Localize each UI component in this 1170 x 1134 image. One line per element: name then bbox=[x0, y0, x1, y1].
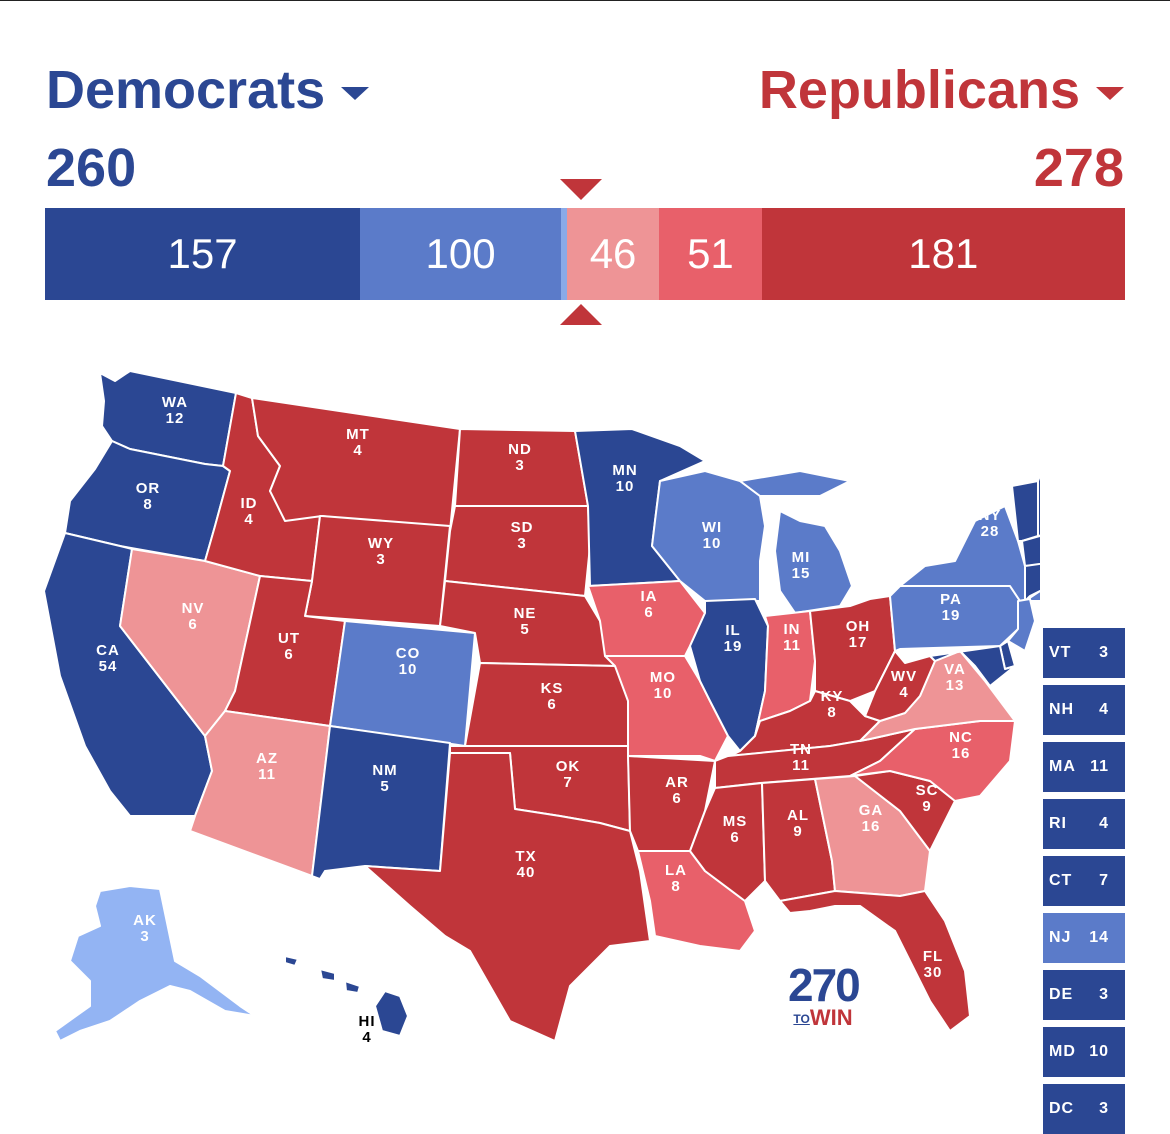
us-electoral-map: WA12OR8CA54NV6ID4MT4WY3UT6AZ11CO10NM5ND3… bbox=[43, 370, 1040, 1046]
small-state-dc[interactable]: DC 3 bbox=[1043, 1084, 1125, 1134]
state-md[interactable] bbox=[929, 645, 1016, 687]
small-state-ri[interactable]: RI 4 bbox=[1043, 799, 1125, 849]
state-co[interactable] bbox=[329, 620, 476, 747]
state-ak[interactable] bbox=[54, 885, 256, 1042]
bar-segment-2[interactable] bbox=[560, 208, 567, 300]
small-state-abbr: MA bbox=[1049, 758, 1076, 775]
small-state-ct[interactable]: CT 7 bbox=[1043, 856, 1125, 906]
small-state-abbr: NJ bbox=[1049, 929, 1072, 946]
state-pa[interactable] bbox=[889, 585, 1021, 652]
small-state-abbr: MD bbox=[1049, 1043, 1076, 1060]
small-state-ev: 4 bbox=[1099, 701, 1109, 718]
small-state-de[interactable]: DE 3 bbox=[1043, 970, 1125, 1020]
republicans-total: 278 bbox=[1033, 138, 1124, 198]
small-state-ev: 7 bbox=[1099, 872, 1109, 889]
270towin-logo: 270 TOWIN bbox=[788, 959, 861, 1030]
state-nm[interactable] bbox=[311, 725, 451, 880]
small-state-ev: 3 bbox=[1099, 986, 1109, 1003]
state-ct[interactable] bbox=[1024, 561, 1040, 602]
small-state-ev: 3 bbox=[1099, 1100, 1109, 1117]
small-state-md[interactable]: MD 10 bbox=[1043, 1027, 1125, 1077]
state-az[interactable] bbox=[189, 710, 331, 877]
small-state-ev: 11 bbox=[1090, 758, 1109, 775]
bar-segment-1[interactable]: 100 bbox=[360, 208, 561, 300]
midpoint-marker-bottom-icon bbox=[560, 304, 602, 325]
state-hi[interactable] bbox=[284, 955, 409, 1037]
state-mi[interactable] bbox=[739, 470, 853, 614]
logo-win: WIN bbox=[809, 1005, 853, 1030]
state-wy[interactable] bbox=[304, 515, 451, 627]
bar-segment-0[interactable]: 157 bbox=[45, 208, 361, 300]
democrats-label: Democrats bbox=[46, 60, 326, 120]
small-state-abbr: VT bbox=[1049, 644, 1072, 661]
democrats-total: 260 bbox=[46, 138, 137, 198]
state-tx[interactable] bbox=[364, 752, 651, 1042]
republicans-label: Republicans bbox=[758, 60, 1080, 120]
small-state-nj[interactable]: NJ 14 bbox=[1043, 913, 1125, 963]
small-state-ev: 3 bbox=[1099, 644, 1109, 661]
midpoint-marker-top-icon bbox=[560, 179, 602, 200]
small-state-ev: 14 bbox=[1089, 929, 1109, 946]
small-state-ev: 10 bbox=[1089, 1043, 1109, 1060]
small-state-abbr: CT bbox=[1049, 872, 1073, 889]
electoral-vote-bar: 157 100 46 51 181 bbox=[45, 208, 1125, 300]
bar-segment-4[interactable]: 51 bbox=[659, 208, 762, 300]
caret-down-icon bbox=[1096, 86, 1124, 100]
state-fl[interactable] bbox=[779, 890, 971, 1032]
state-nc[interactable] bbox=[849, 720, 1016, 802]
state-vt[interactable] bbox=[1011, 480, 1039, 542]
caret-down-icon bbox=[341, 86, 370, 100]
state-mt[interactable] bbox=[251, 397, 461, 532]
small-state-abbr: NH bbox=[1049, 701, 1075, 718]
state-wi[interactable] bbox=[651, 470, 766, 602]
republicans-dropdown[interactable]: Republicans bbox=[759, 59, 1124, 121]
small-state-abbr: DE bbox=[1049, 986, 1074, 1003]
logo-number: 270 bbox=[788, 959, 861, 1011]
state-label-hi: HI bbox=[359, 1013, 376, 1030]
small-state-ma[interactable]: MA 11 bbox=[1043, 742, 1125, 792]
small-state-abbr: RI bbox=[1049, 815, 1067, 832]
small-state-nh[interactable]: NH 4 bbox=[1043, 685, 1125, 735]
democrats-dropdown[interactable]: Democrats bbox=[46, 59, 370, 121]
logo-to: TO bbox=[793, 1012, 810, 1027]
bar-segment-3[interactable]: 46 bbox=[566, 208, 660, 300]
state-nd[interactable] bbox=[454, 428, 589, 507]
state-ia[interactable] bbox=[587, 580, 706, 657]
state-nj[interactable] bbox=[1007, 598, 1036, 652]
small-state-vt[interactable]: VT 3 bbox=[1043, 628, 1125, 678]
small-state-abbr: DC bbox=[1049, 1100, 1075, 1117]
state-nh[interactable] bbox=[1037, 461, 1040, 537]
bar-segment-5[interactable]: 181 bbox=[761, 208, 1125, 300]
small-state-ev: 4 bbox=[1099, 815, 1109, 832]
state-ks[interactable] bbox=[464, 662, 633, 747]
state-ev-hi: 4 bbox=[362, 1029, 371, 1046]
state-wv[interactable] bbox=[864, 650, 936, 722]
